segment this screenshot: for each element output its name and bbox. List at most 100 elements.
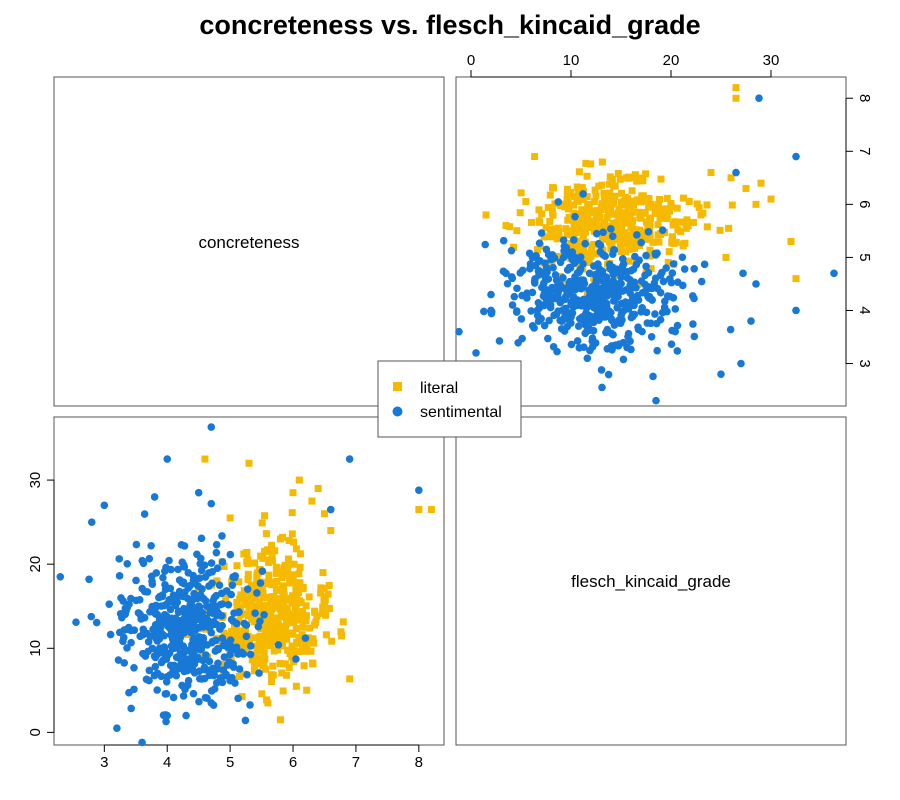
point-literal xyxy=(319,569,327,577)
point-literal xyxy=(245,459,253,467)
point-sentimental xyxy=(609,285,617,293)
point-literal xyxy=(338,632,346,640)
point-sentimental xyxy=(572,282,580,290)
point-literal xyxy=(685,197,693,205)
point-literal xyxy=(305,593,313,601)
point-literal xyxy=(662,214,670,222)
point-literal xyxy=(272,569,280,577)
point-sentimental xyxy=(575,344,584,352)
point-sentimental xyxy=(610,278,618,287)
point-literal xyxy=(317,589,325,597)
point-literal xyxy=(247,601,255,609)
point-literal xyxy=(689,218,697,226)
point-sentimental xyxy=(169,639,178,647)
point-sentimental xyxy=(581,302,590,311)
point-sentimental xyxy=(212,540,221,549)
point-literal xyxy=(611,182,619,190)
point-literal xyxy=(517,189,525,197)
point-sentimental xyxy=(198,585,206,593)
point-sentimental xyxy=(145,666,154,675)
point-literal xyxy=(325,582,333,590)
point-sentimental xyxy=(555,285,564,294)
point-sentimental xyxy=(647,332,656,341)
point-literal xyxy=(289,577,297,585)
point-sentimental xyxy=(628,310,637,319)
point-sentimental xyxy=(661,297,669,306)
point-sentimental xyxy=(150,493,159,501)
point-literal xyxy=(600,191,608,199)
point-sentimental xyxy=(169,591,178,600)
point-literal xyxy=(262,617,270,625)
point-sentimental xyxy=(647,319,655,328)
point-literal xyxy=(580,195,588,203)
point-literal xyxy=(548,184,556,192)
point-sentimental xyxy=(213,665,222,673)
point-literal xyxy=(328,637,336,645)
point-sentimental xyxy=(518,266,527,275)
point-sentimental xyxy=(544,250,553,259)
point-literal xyxy=(644,196,652,204)
point-literal xyxy=(546,226,554,234)
point-literal xyxy=(742,184,750,192)
point-literal xyxy=(274,598,282,606)
point-literal xyxy=(693,200,701,208)
point-sentimental xyxy=(526,264,534,273)
point-sentimental xyxy=(141,652,150,660)
point-literal xyxy=(276,535,284,543)
point-sentimental xyxy=(641,271,649,280)
point-literal xyxy=(267,609,275,617)
point-sentimental xyxy=(571,272,579,281)
point-sentimental xyxy=(644,228,653,236)
point-sentimental xyxy=(557,325,566,333)
point-literal xyxy=(270,647,278,655)
point-sentimental xyxy=(218,532,226,540)
point-sentimental xyxy=(576,253,585,261)
point-sentimental xyxy=(188,609,197,617)
point-sentimental xyxy=(571,212,579,221)
point-sentimental xyxy=(167,565,175,574)
point-literal xyxy=(242,550,250,558)
point-sentimental xyxy=(669,294,678,302)
point-literal xyxy=(622,248,630,256)
point-sentimental xyxy=(203,641,211,649)
point-sentimental xyxy=(274,641,283,649)
panel-fk-diagonal xyxy=(455,416,847,746)
point-sentimental xyxy=(178,558,187,566)
point-sentimental xyxy=(229,573,237,581)
point-literal xyxy=(607,206,615,214)
point-literal xyxy=(278,669,286,677)
point-literal xyxy=(264,699,272,707)
point-literal xyxy=(621,229,629,237)
point-sentimental xyxy=(127,704,135,713)
point-sentimental xyxy=(222,670,230,679)
point-literal xyxy=(576,210,584,218)
point-sentimental xyxy=(207,423,216,431)
point-sentimental xyxy=(100,501,109,510)
point-literal xyxy=(567,239,575,247)
point-literal xyxy=(535,206,543,214)
top-tick-label: 20 xyxy=(663,52,680,69)
point-literal xyxy=(276,623,284,631)
point-literal xyxy=(563,190,571,198)
point-sentimental xyxy=(678,253,687,262)
point-literal xyxy=(273,564,281,572)
point-sentimental xyxy=(574,322,583,330)
point-sentimental xyxy=(226,641,235,649)
point-literal xyxy=(288,530,296,538)
point-literal xyxy=(506,223,514,231)
point-literal xyxy=(289,614,297,622)
point-literal xyxy=(238,693,246,701)
point-literal xyxy=(427,506,435,514)
point-sentimental xyxy=(595,314,604,323)
point-literal xyxy=(213,577,221,585)
point-sentimental xyxy=(145,554,154,563)
point-literal xyxy=(570,219,578,227)
point-literal xyxy=(279,594,287,602)
point-literal xyxy=(542,224,550,232)
point-literal xyxy=(292,625,300,633)
point-literal xyxy=(555,253,563,261)
point-literal xyxy=(279,598,287,606)
point-sentimental xyxy=(130,685,138,694)
point-sentimental xyxy=(241,716,250,725)
point-literal xyxy=(247,593,255,601)
